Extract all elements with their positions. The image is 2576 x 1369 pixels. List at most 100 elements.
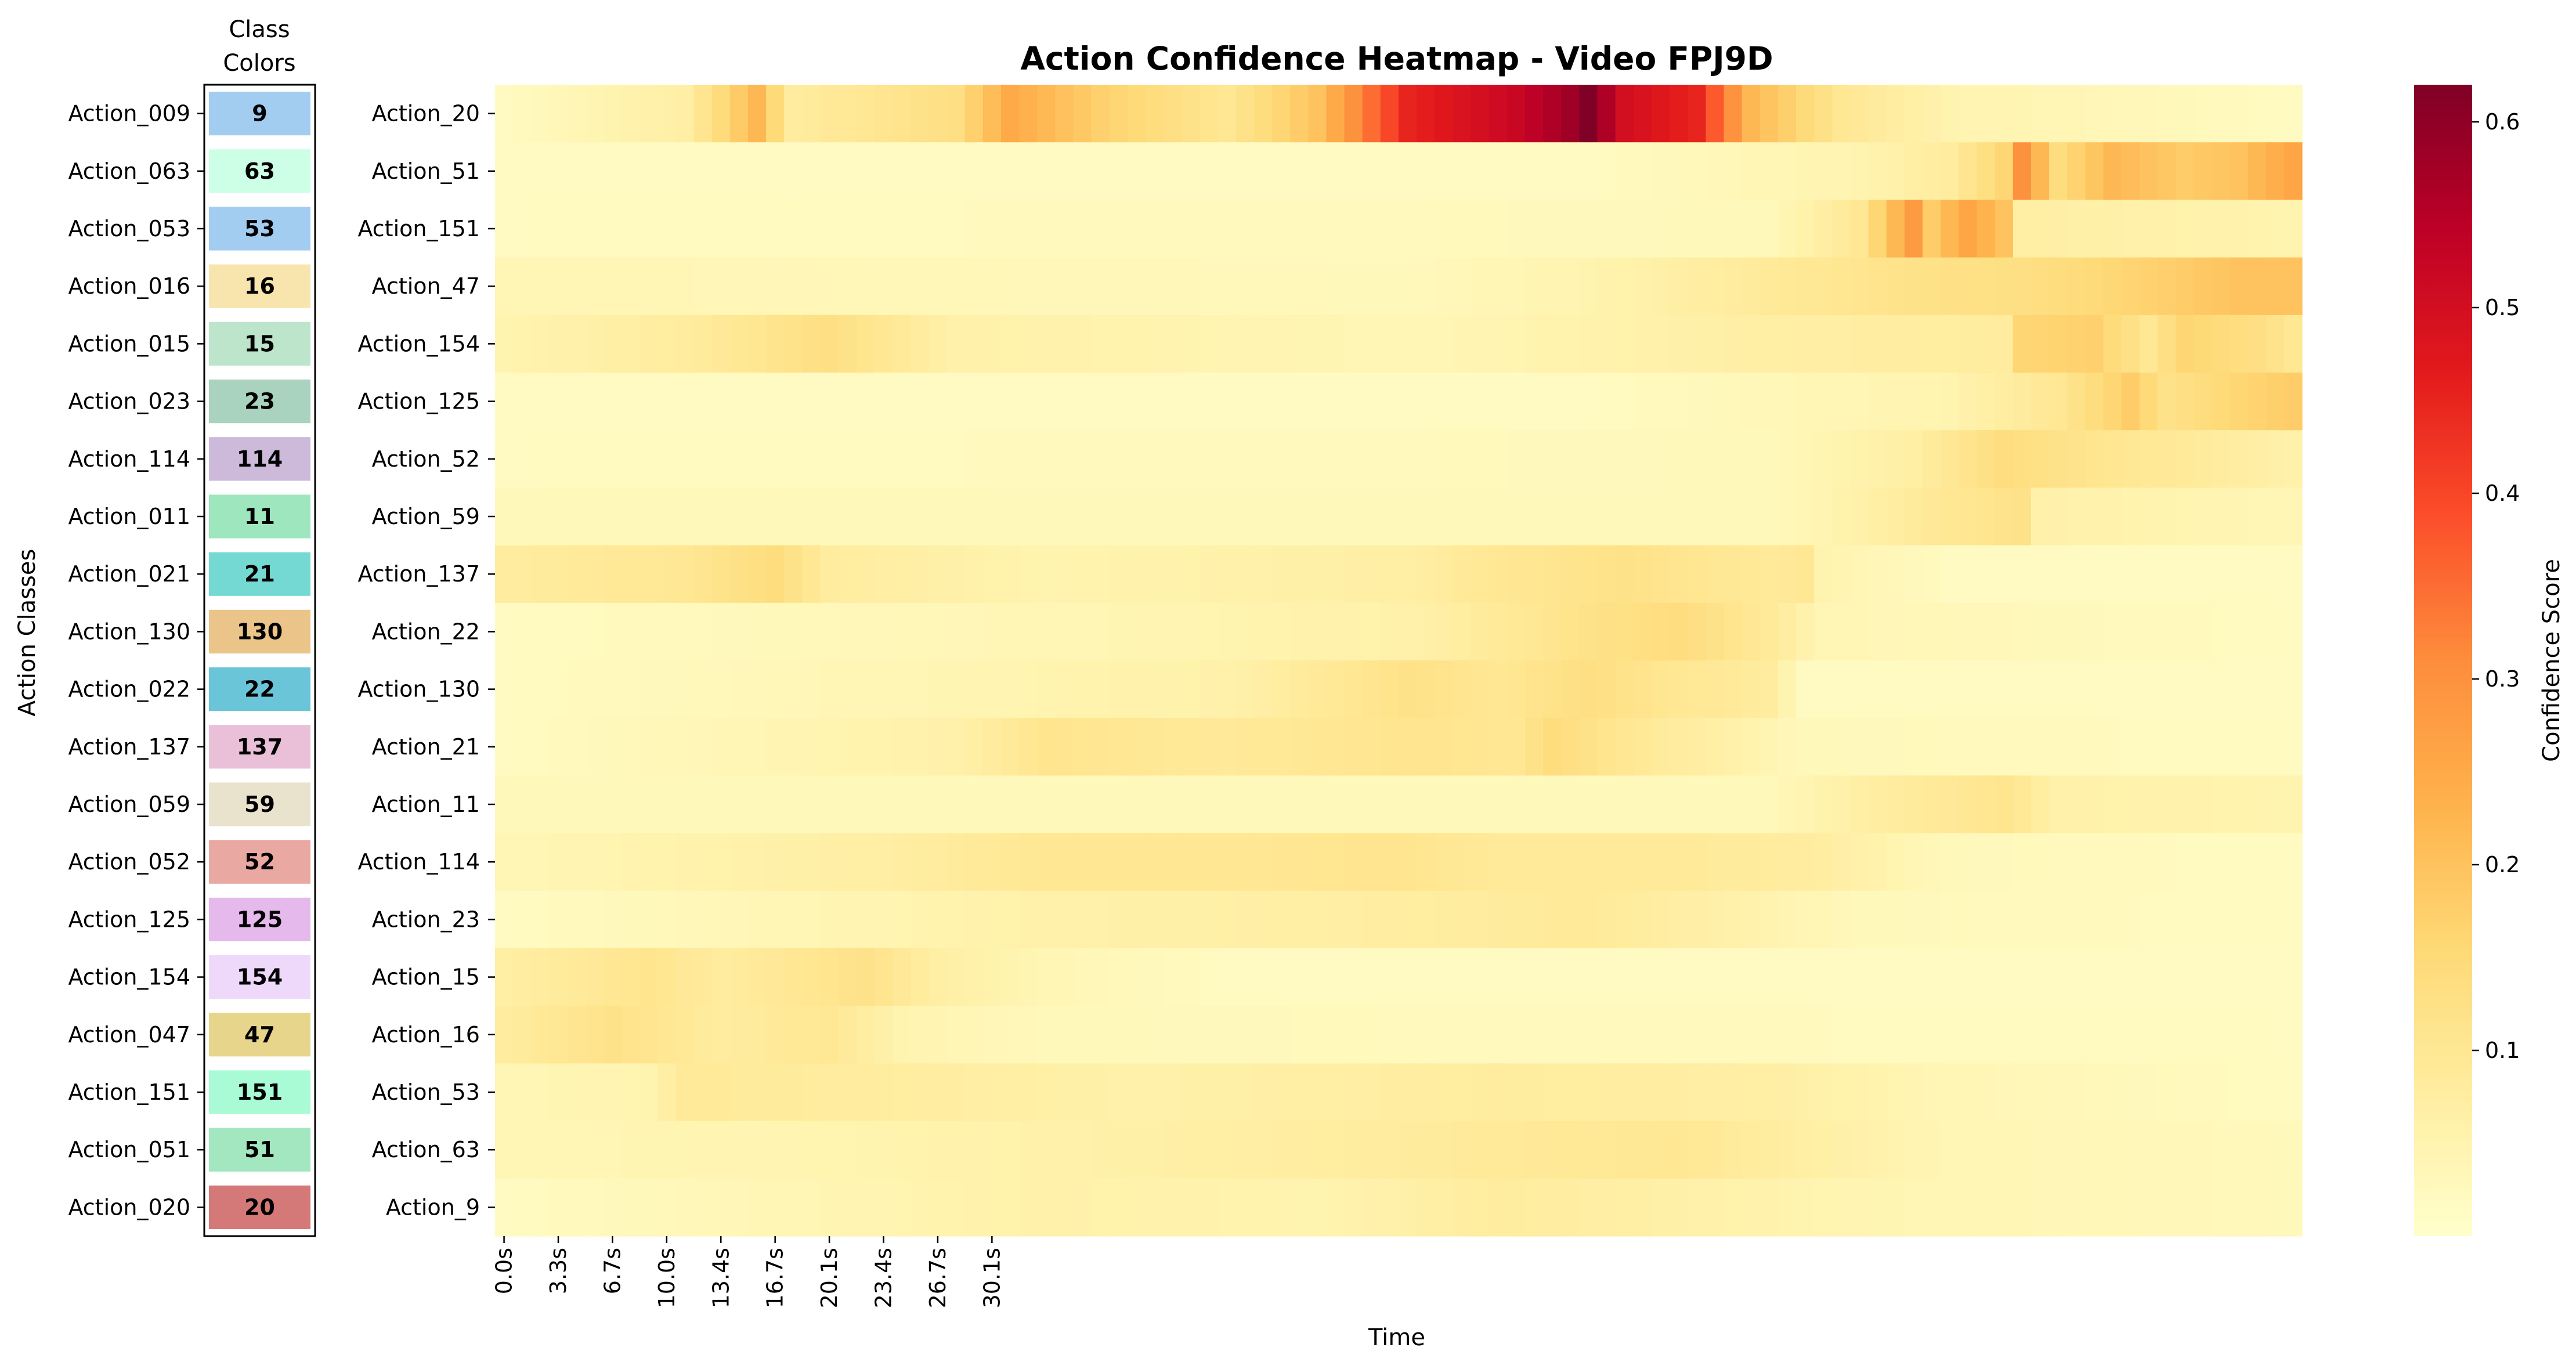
heatmap-cell (1073, 142, 1092, 200)
heatmap-cell (603, 660, 622, 718)
heatmap-cell (2103, 1121, 2122, 1179)
heatmap-cell (495, 775, 514, 834)
heatmap-cell (1814, 315, 1833, 373)
heatmap-cell (2230, 890, 2249, 949)
heatmap-cell (2212, 890, 2231, 949)
heatmap-cell (1941, 775, 1959, 834)
heatmap-cell (1109, 1063, 1128, 1122)
heatmap-cell (1995, 775, 2014, 834)
heatmap-cell (1796, 373, 1815, 431)
heatmap-cell (1073, 718, 1092, 776)
heatmap-cell (2103, 200, 2122, 258)
heatmap-cell (2067, 200, 2086, 258)
heatmap-cell (2284, 315, 2303, 373)
heatmap-cell (585, 315, 604, 373)
heatmap-cell (1543, 1121, 1562, 1179)
heatmap-cell (1290, 257, 1309, 316)
heatmap-cell (2176, 142, 2194, 200)
heatmap-cell (1290, 1121, 1309, 1179)
heatmap-cell (531, 257, 550, 316)
heatmap-cell (1814, 890, 1833, 949)
heatmap-cell (893, 1178, 911, 1237)
row-label: Action_11 (372, 792, 480, 817)
heatmap-cell (1019, 948, 1038, 1006)
heatmap-cell (1850, 660, 1869, 718)
heatmap-cell (2212, 315, 2231, 373)
colorbar-tick-label: 0.3 (2485, 666, 2520, 692)
heatmap-cell (1886, 487, 1905, 546)
heatmap-cell (729, 890, 749, 949)
heatmap-cell (675, 602, 695, 661)
heatmap-cell (1362, 602, 1381, 661)
heatmap-cell (1742, 315, 1761, 373)
heatmap-cell (2031, 890, 2050, 949)
heatmap-cell (2212, 85, 2231, 143)
heatmap-cell (784, 775, 803, 834)
heatmap-cell (1941, 545, 1959, 604)
heatmap-cell (1146, 602, 1164, 661)
heatmap-cell (1506, 315, 1526, 373)
heatmap-cell (1524, 1063, 1544, 1122)
heatmap-cell (567, 1006, 586, 1064)
heatmap-cell (1832, 545, 1851, 604)
heatmap-cell (549, 775, 568, 834)
heatmap-cell (856, 1121, 875, 1179)
heatmap-cell (1326, 1121, 1345, 1179)
heatmap-cell (874, 85, 893, 143)
heatmap-cell (1344, 430, 1363, 488)
heatmap-cell (1182, 1006, 1201, 1064)
heatmap-cell (1579, 660, 1598, 718)
heatmap-cell (1615, 1063, 1634, 1122)
heatmap-cell (2230, 602, 2249, 661)
heatmap-cell (1019, 718, 1038, 776)
heatmap-cell (1923, 1178, 1941, 1237)
heatmap-cell (711, 602, 731, 661)
heatmap-cell (1543, 315, 1562, 373)
heatmap-cell (874, 602, 893, 661)
heatmap-cell (1651, 1063, 1670, 1122)
heatmap-cell (1850, 85, 1869, 143)
heatmap-cell (657, 487, 676, 546)
heatmap-cell (2248, 718, 2267, 776)
heatmap-cell (495, 1178, 514, 1237)
heatmap-cell (1832, 602, 1851, 661)
heatmap-cell (1886, 1063, 1905, 1122)
heatmap-cell (1308, 487, 1327, 546)
heatmap-cell (747, 1121, 767, 1179)
heatmap-cell (1886, 373, 1905, 431)
heatmap-cell (1146, 1063, 1164, 1122)
heatmap-cell (1597, 602, 1616, 661)
heatmap-cell (1399, 1121, 1417, 1179)
heatmap-cell (1688, 948, 1706, 1006)
heatmap-cell (1453, 1063, 1472, 1122)
heatmap-cell (1561, 948, 1580, 1006)
heatmap-cell (1182, 487, 1201, 546)
heatmap-cell (495, 315, 514, 373)
heatmap-cell (784, 545, 803, 604)
heatmap-cell (693, 660, 713, 718)
heatmap-cell (495, 85, 514, 143)
heatmap-cell (1995, 660, 2014, 718)
heatmap-cell (640, 718, 658, 776)
heatmap-cell (1670, 85, 1688, 143)
heatmap-cell (640, 1178, 658, 1237)
heatmap-cell (928, 1178, 948, 1237)
heatmap-cell (1615, 487, 1634, 546)
class-color-swatch (209, 725, 310, 769)
row-label: Action_63 (372, 1137, 480, 1162)
heatmap-cell (2157, 1121, 2176, 1179)
heatmap-cell (964, 718, 984, 776)
heatmap-cell (1326, 890, 1345, 949)
heatmap-cell (1688, 1178, 1706, 1237)
heatmap-cell (1633, 1063, 1652, 1122)
heatmap-cell (2284, 257, 2303, 316)
heatmap-cell (1977, 833, 1996, 891)
heatmap-cell (1000, 545, 1020, 604)
heatmap-cell (820, 373, 839, 431)
heatmap-cell (1182, 430, 1201, 488)
heatmap-cell (585, 890, 604, 949)
heatmap-cell (1724, 200, 1743, 258)
heatmap-cell (1959, 833, 1978, 891)
heatmap-cell (784, 142, 803, 200)
heatmap-cell (893, 85, 911, 143)
